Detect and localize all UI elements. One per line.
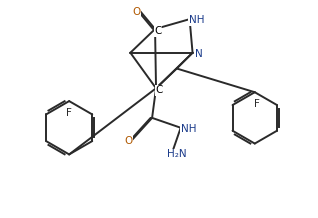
- Text: NH: NH: [181, 124, 197, 134]
- Text: O: O: [124, 136, 133, 146]
- Text: C: C: [154, 26, 162, 36]
- Text: H₂N: H₂N: [167, 149, 187, 159]
- Text: C: C: [155, 85, 163, 95]
- Text: O: O: [132, 7, 141, 17]
- Text: F: F: [254, 99, 260, 109]
- Text: F: F: [66, 108, 72, 118]
- Text: N: N: [195, 49, 202, 59]
- Text: NH: NH: [189, 15, 204, 25]
